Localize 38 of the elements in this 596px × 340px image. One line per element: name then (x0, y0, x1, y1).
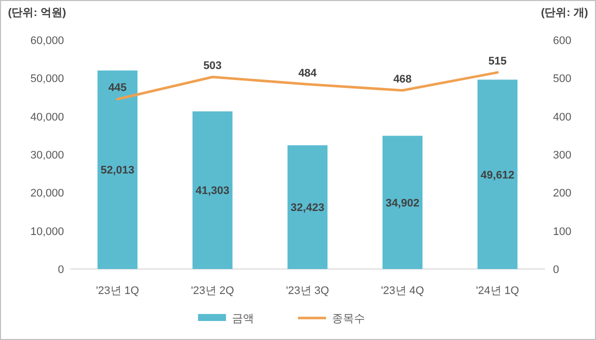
data-label: 445 (108, 82, 127, 94)
y2-axis-title: (단위: 개) (540, 7, 588, 19)
y2-tick-label: 100 (553, 226, 572, 238)
data-label: 52,013 (100, 164, 134, 177)
legend-label: 금액 (232, 313, 254, 325)
y2-tick-label: 0 (553, 264, 560, 276)
x-tick-label: '23년 3Q (286, 285, 330, 297)
data-label: 515 (488, 55, 507, 68)
bar (288, 145, 328, 269)
x-tick-label: '23년 1Q (96, 285, 140, 297)
x-tick-label: '24년 1Q (476, 285, 520, 297)
y-tick-label: 10,000 (30, 226, 64, 238)
y-tick-label: 60,000 (30, 35, 64, 47)
y-tick-label: 30,000 (30, 150, 64, 162)
y2-tick-label: 500 (553, 73, 572, 86)
data-label: 49,612 (480, 169, 514, 182)
data-label: 484 (298, 67, 318, 80)
legend-label: 종목수 (332, 313, 365, 325)
y2-tick-label: 400 (553, 111, 572, 124)
y-tick-label: 0 (58, 264, 64, 276)
y-tick-label: 20,000 (30, 188, 64, 200)
x-tick-label: '23년 4Q (380, 285, 424, 297)
data-label: 41,303 (196, 185, 230, 198)
y-axis-title: (단위: 억원) (8, 7, 66, 19)
y-tick-label: 40,000 (30, 111, 64, 124)
data-label: 468 (393, 73, 412, 86)
bar (98, 70, 138, 269)
data-label: 32,423 (290, 202, 324, 214)
data-label: 34,902 (386, 197, 420, 210)
data-label: 503 (203, 60, 222, 72)
bar (478, 80, 518, 269)
y2-tick-label: 300 (553, 150, 572, 162)
y2-tick-label: 600 (553, 35, 572, 47)
y2-tick-label: 200 (553, 188, 572, 200)
x-tick-label: '23년 2Q (190, 285, 234, 297)
bar (192, 111, 232, 269)
bar (382, 136, 422, 269)
y-tick-label: 50,000 (30, 73, 64, 86)
